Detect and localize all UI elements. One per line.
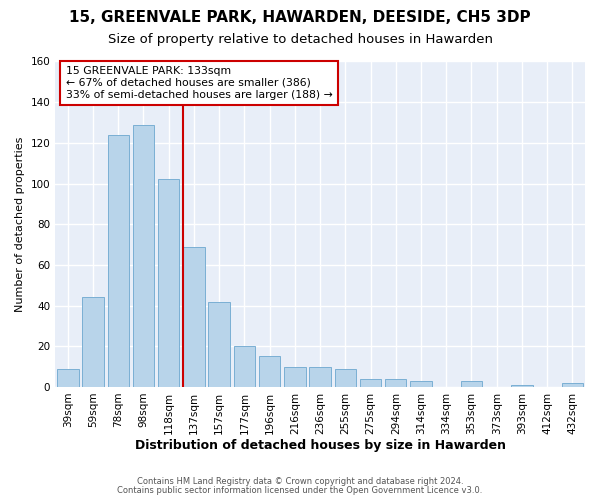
Y-axis label: Number of detached properties: Number of detached properties [15,136,25,312]
Bar [82,298,104,387]
Bar [410,381,432,387]
Text: Contains HM Land Registry data © Crown copyright and database right 2024.: Contains HM Land Registry data © Crown c… [137,477,463,486]
Text: Contains public sector information licensed under the Open Government Licence v3: Contains public sector information licen… [118,486,482,495]
Bar [385,379,406,387]
Bar [562,383,583,387]
Bar [461,381,482,387]
Text: 15 GREENVALE PARK: 133sqm
← 67% of detached houses are smaller (386)
33% of semi: 15 GREENVALE PARK: 133sqm ← 67% of detac… [66,66,332,100]
Bar [259,356,280,387]
Bar [284,366,305,387]
Bar [335,368,356,387]
Bar [57,368,79,387]
Bar [107,134,129,387]
Text: 15, GREENVALE PARK, HAWARDEN, DEESIDE, CH5 3DP: 15, GREENVALE PARK, HAWARDEN, DEESIDE, C… [69,10,531,25]
Bar [183,246,205,387]
Bar [511,385,533,387]
Bar [360,379,381,387]
X-axis label: Distribution of detached houses by size in Hawarden: Distribution of detached houses by size … [134,440,506,452]
Bar [158,180,179,387]
Bar [310,366,331,387]
Bar [208,302,230,387]
Bar [233,346,255,387]
Bar [133,124,154,387]
Text: Size of property relative to detached houses in Hawarden: Size of property relative to detached ho… [107,32,493,46]
